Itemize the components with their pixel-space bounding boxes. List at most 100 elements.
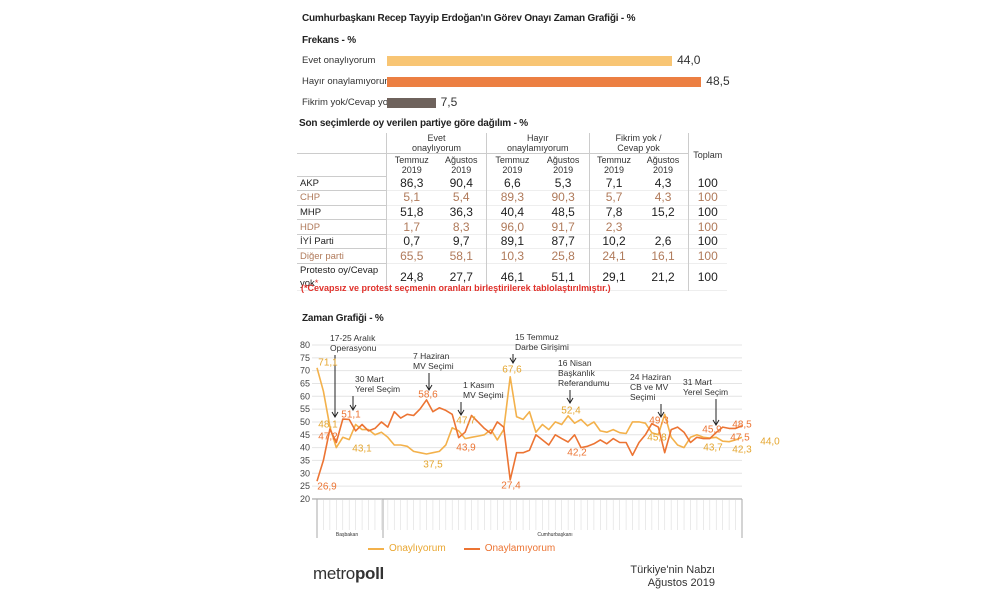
data-label: 45,8: [647, 433, 667, 444]
table-cell: 6,6: [486, 176, 538, 191]
y-tick-label: 30: [300, 468, 310, 478]
event-label: 17-25 Aralık: [330, 333, 376, 343]
party-name: İYİ Parti: [297, 233, 387, 249]
table-cell: 58,1: [449, 248, 473, 263]
party-label: Protesto oy/Cevap yok: [300, 265, 379, 290]
table-cell: 51,1: [551, 269, 575, 284]
table-cell: 9,7: [452, 234, 470, 249]
data-label: 43,1: [352, 444, 372, 455]
footer: Türkiye'nin Nabzı Ağustos 2019: [600, 564, 715, 590]
frequency-title: Frekans - %: [302, 35, 356, 46]
table-cell: 5,3: [554, 175, 572, 190]
event-arrowhead: [331, 411, 339, 418]
table-row: HDP 1,7 8,3 96,0 91,7 2,3 100: [297, 219, 727, 235]
table-cell: 4,3: [654, 175, 672, 190]
event-arrowhead: [712, 419, 720, 426]
event-arrowhead: [657, 411, 665, 418]
y-tick-label: 25: [300, 481, 310, 491]
data-label: 43,7: [703, 443, 723, 454]
data-label: 58,6: [418, 390, 438, 401]
table-cell: 96,0: [486, 219, 538, 235]
footer-line1: Türkiye'nin Nabzı: [630, 564, 715, 576]
event-label: 16 Nisan: [558, 358, 592, 368]
event-label: Darbe Girişimi: [515, 342, 569, 352]
table-cell: 8,3: [452, 219, 470, 234]
total-header: Toplam: [687, 133, 727, 176]
legend-label-disapprove: Onaylamıyorum: [484, 543, 556, 554]
subheader: Temmuz 2019: [588, 153, 639, 176]
table-cell: 100: [687, 176, 727, 191]
frequency-bar: [387, 77, 702, 87]
table-title: Son seçimlerde oy verilen partiye göre d…: [299, 118, 528, 129]
subheader: Temmuz 2019: [386, 153, 437, 176]
table-cell: 91,7: [551, 219, 575, 234]
table-cell: 65,5: [386, 248, 437, 264]
party-label: HDP: [300, 221, 321, 233]
table-cell: 27,7: [449, 269, 473, 284]
data-label: 52,4: [561, 406, 581, 417]
data-label: 26,9: [317, 482, 337, 493]
table-cell: 40,4: [486, 205, 538, 220]
table-cell: 100: [687, 263, 727, 291]
data-label: 71,1: [318, 358, 338, 369]
table-cell: 15,2: [651, 204, 675, 219]
y-tick-label: 45: [300, 430, 310, 440]
legend: Onaylıyorum Onaylamıyorum: [368, 543, 555, 554]
x-group-label: Başbakan: [336, 532, 358, 538]
data-label: 45,9: [702, 425, 722, 436]
event-arrowhead: [349, 404, 357, 411]
table-row: CHP 5,1 5,4 89,3 90,3 5,7 4,3 100: [297, 190, 727, 206]
group-header-fikrim-yok: Fikrim yok / Cevap yok: [588, 133, 689, 154]
event-label: Operasyonu: [330, 343, 377, 353]
event-arrowhead: [509, 357, 517, 364]
event-label: MV Seçimi: [413, 361, 454, 371]
y-tick-label: 55: [300, 404, 310, 414]
table-cell: 5,7: [588, 190, 639, 206]
y-tick-label: 70: [300, 366, 310, 376]
frequency-bar: [387, 56, 673, 66]
data-label: 44,0: [760, 437, 780, 448]
event-arrowhead: [457, 409, 465, 416]
y-tick-label: 80: [300, 340, 310, 350]
data-label: 48,1: [318, 420, 338, 431]
frequency-bar: [387, 98, 436, 108]
table-row: Protesto oy/Cevap yok* 24,8 27,7 46,1 51,1 29…: [297, 263, 727, 291]
subheader: Ağustos 2019: [537, 153, 590, 176]
frequency-value: 48,5: [706, 74, 730, 88]
frequency-label: Fikrim yok/Cevap yok: [302, 97, 393, 108]
table-cell: 100: [687, 190, 727, 206]
footer-line2: Ağustos 2019: [647, 577, 715, 589]
table-row: Diğer parti 65,5 58,1 10,3 25,8 24,1 16,1 100: [297, 248, 727, 264]
event-arrowhead: [566, 397, 574, 404]
event-label: 15 Temmuz: [515, 332, 559, 342]
data-label: 48,5: [732, 420, 752, 431]
table-cell: 90,4: [449, 175, 473, 190]
table-cell: 100: [687, 234, 727, 249]
party-name: CHP: [297, 190, 387, 206]
table-cell: 21,2: [651, 269, 675, 284]
event-label: CB ve MV: [630, 382, 669, 392]
table-cell: 10,3: [486, 248, 538, 264]
data-label: 49,3: [649, 416, 669, 427]
event-label: Referandumu: [558, 378, 610, 388]
party-name: AKP: [297, 175, 387, 191]
legend-label-approve: Onaylıyorum: [389, 543, 446, 554]
event-label: 30 Mart: [355, 374, 384, 384]
party-name: HDP: [297, 219, 387, 235]
y-tick-label: 20: [300, 494, 310, 504]
table-cell: 86,3: [386, 176, 437, 191]
table-cell: 46,1: [486, 263, 538, 291]
y-tick-label: 65: [300, 378, 310, 388]
frequency-value: 44,0: [677, 53, 701, 67]
data-label: 51,1: [341, 410, 361, 421]
subheader: Ağustos 2019: [436, 153, 487, 176]
data-label: 67,6: [502, 365, 522, 376]
table-cell: 89,1: [486, 234, 538, 249]
table-row: AKP 86,3 90,4 6,6 5,3 7,1 4,3 100: [297, 175, 727, 191]
data-label: 47,5: [730, 433, 750, 444]
table-row: MHP 51,8 36,3 40,4 48,5 7,8 15,2 100: [297, 204, 727, 220]
table-footnote: (*Cevapsız ve protest seçmenin oranları …: [301, 283, 611, 293]
data-label: 47,7: [456, 416, 476, 427]
table-row: İYİ Parti 0,7 9,7 89,1 87,7 10,2 2,6 100: [297, 233, 727, 249]
metropoll-logo: metropoll: [313, 564, 384, 583]
